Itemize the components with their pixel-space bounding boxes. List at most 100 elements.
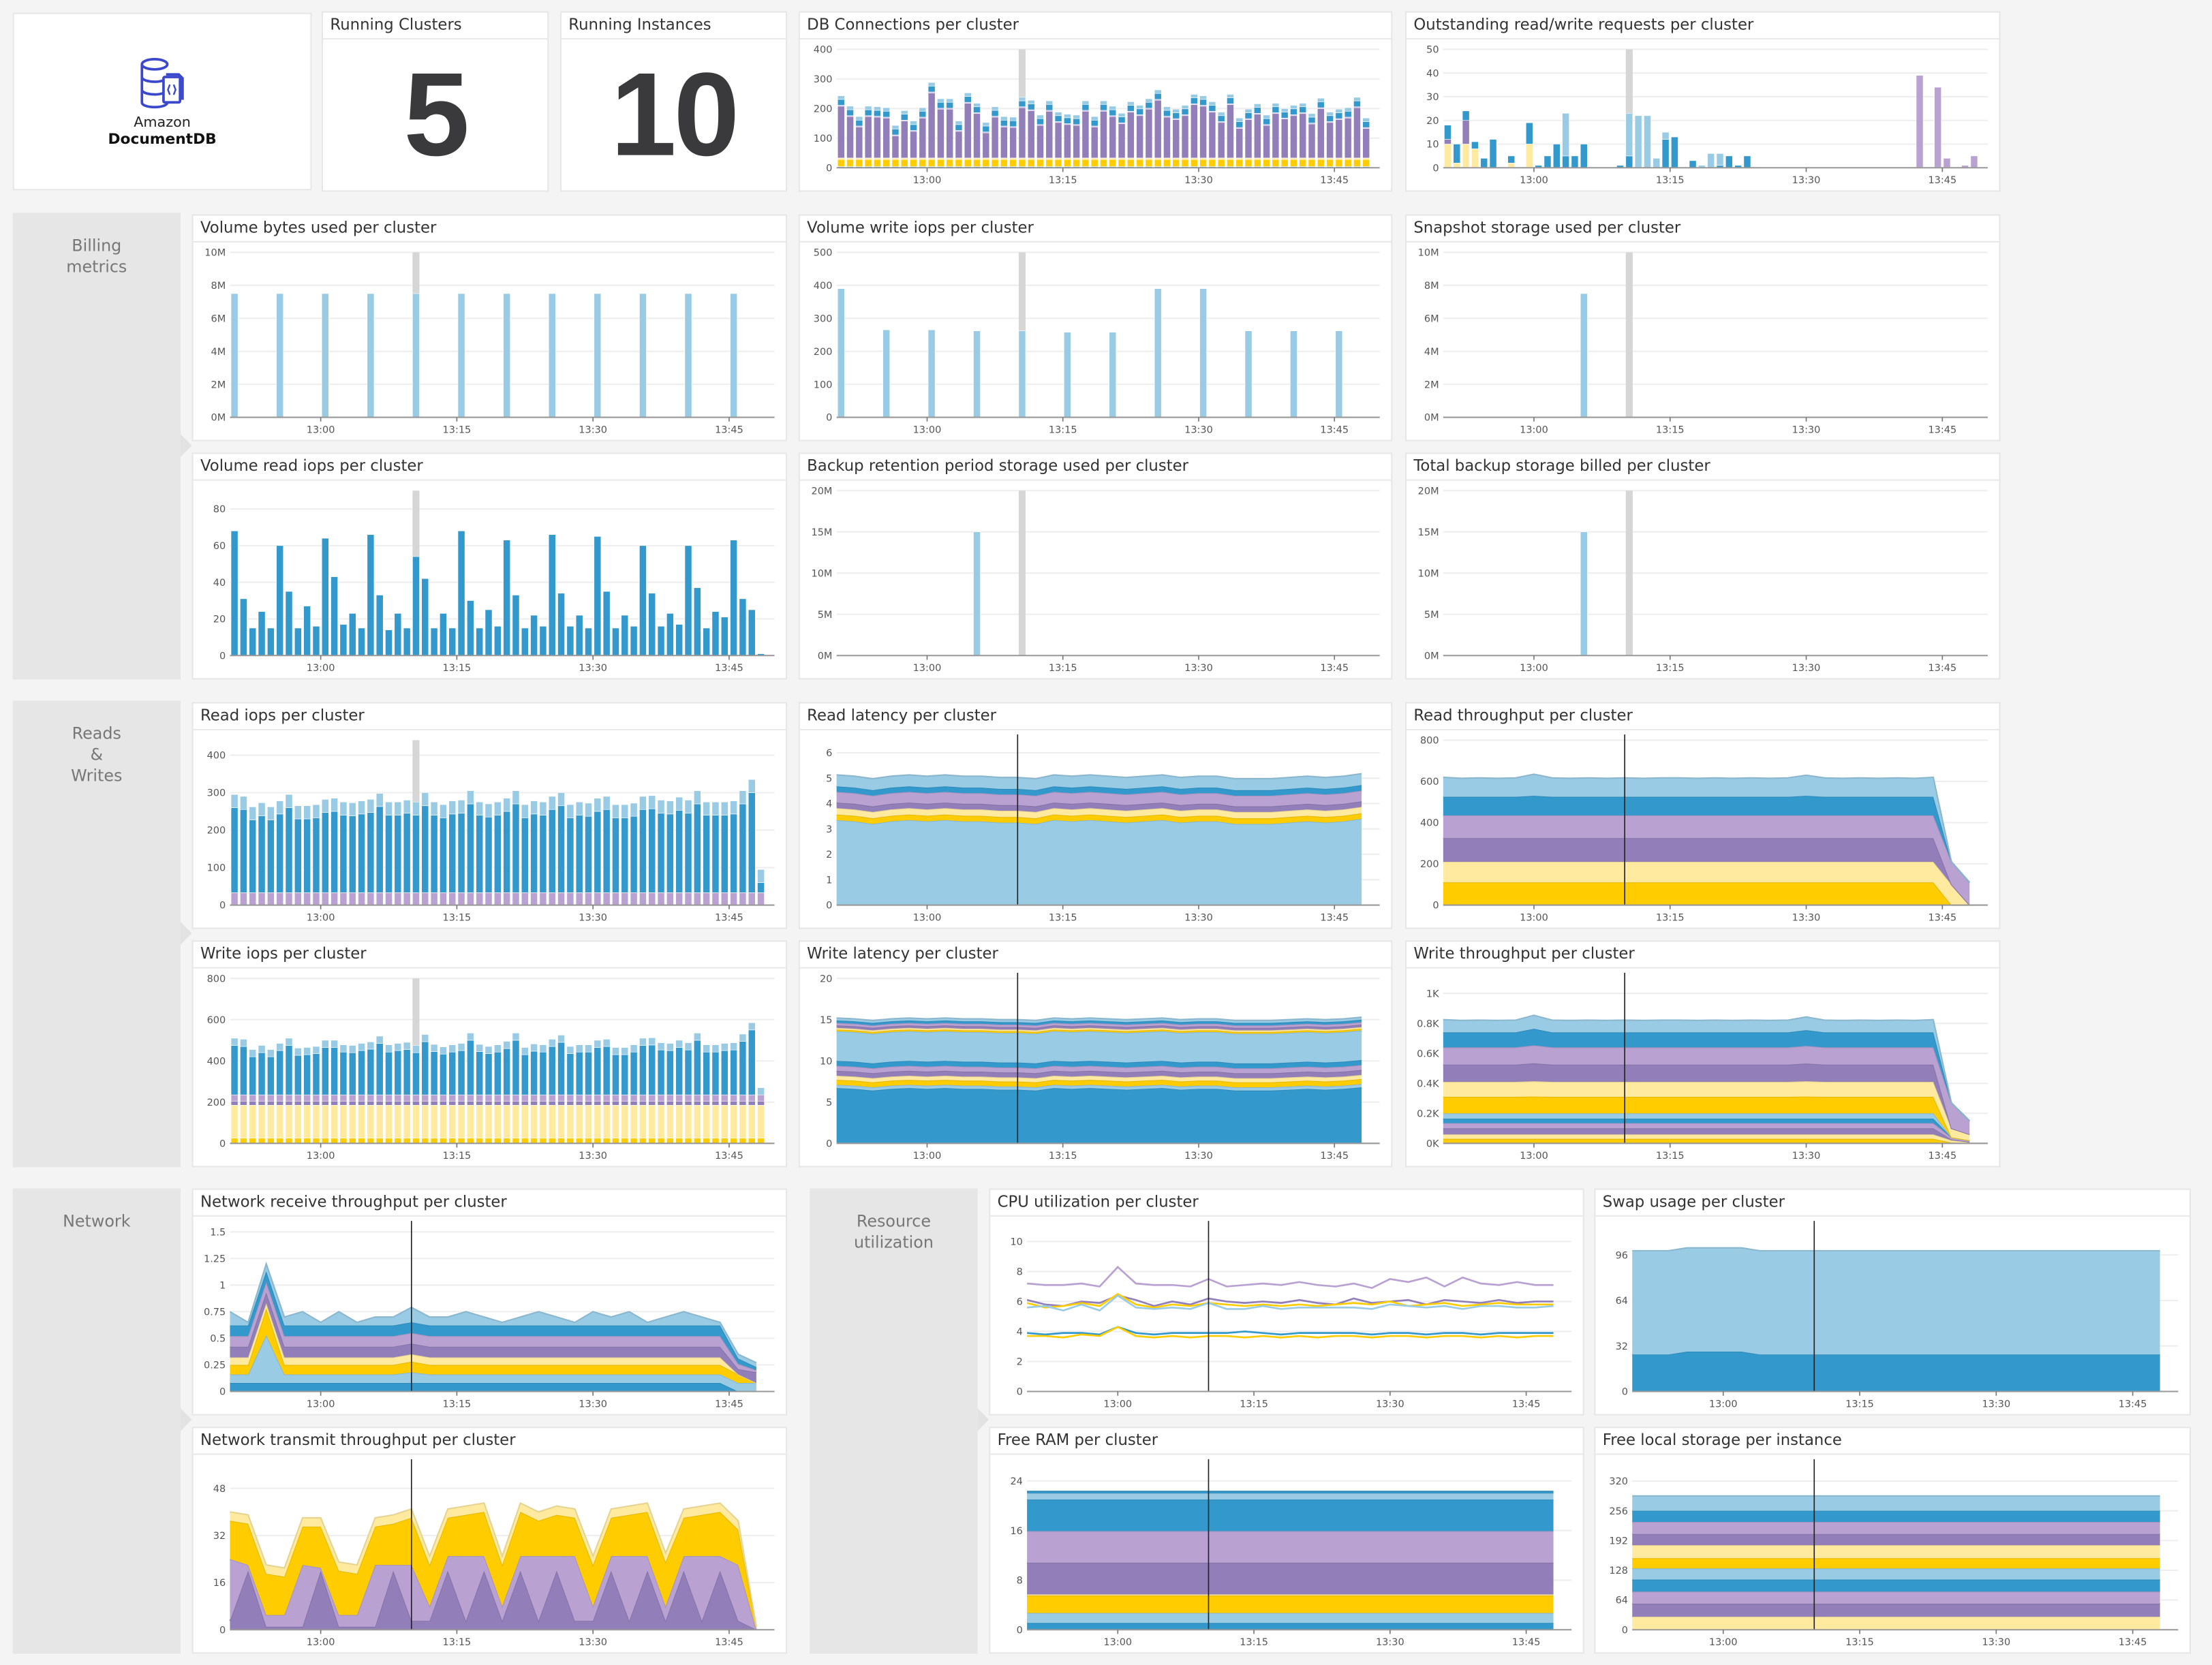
bar (1100, 110, 1107, 159)
chart-plot[interactable]: 0 100 200 300 400 500 13:00 13:15 13:30 13:45 (800, 243, 1391, 440)
db-connections-widget[interactable]: DB Connections per cluster 0 100 200 300 400 1… (798, 11, 1393, 192)
write-throughput-widget[interactable]: Write throughput per cluster 0K 0.2K 0.4K 0.… (1404, 940, 2001, 1168)
bar (730, 1100, 737, 1106)
volume-write-iops-widget[interactable]: Volume write iops per cluster 0 100 200 300 4… (798, 214, 1393, 441)
x-tick-label: 13:30 (1184, 175, 1213, 186)
bar (312, 1104, 320, 1139)
hover-highlight-band (1625, 49, 1633, 168)
bar (503, 1100, 511, 1106)
area-layer (836, 818, 1362, 905)
bar (521, 1094, 529, 1102)
network-receive-widget[interactable]: Network receive throughput per cluster 0 0… (191, 1188, 788, 1416)
documentdb-database-icon (140, 57, 184, 108)
chart-plot[interactable]: 0 8 16 24 13:00 13:15 13:30 13:45 (990, 1455, 1582, 1653)
line-series (1026, 1265, 1554, 1290)
bar (594, 1040, 602, 1048)
chart-plot[interactable]: 0 16 32 48 13:00 13:15 13:30 13:45 (194, 1455, 786, 1653)
bar (703, 1100, 711, 1106)
bar (575, 892, 583, 905)
bar (1227, 157, 1234, 160)
chart-plot[interactable]: 0 32 64 96 13:00 13:15 13:30 13:45 (1595, 1217, 2190, 1414)
area-layer (836, 1022, 1362, 1028)
free-ram-widget[interactable]: Free RAM per cluster 0 8 16 24 13:00 13:15 13:3… (989, 1427, 1584, 1654)
area-layer (836, 1030, 1362, 1063)
bar (1326, 159, 1334, 167)
bar (1462, 120, 1470, 144)
cpu-utilization-widget[interactable]: CPU utilization per cluster 0 2 4 6 8 10 13:00 1… (989, 1188, 1584, 1416)
bar (882, 329, 891, 418)
chart-plot[interactable]: 0M 2M 4M 6M 8M 10M 13:00 13:15 13:30 13:45 (194, 243, 786, 440)
backup-retention-storage-widget[interactable]: Backup retention period storage used per… (798, 452, 1393, 680)
chart-plot[interactable]: 0 20 40 60 80 13:00 13:15 13:30 13:45 (194, 481, 786, 679)
bar (367, 799, 375, 813)
read-iops-widget[interactable]: Read iops per cluster 0 100 200 300 400 13:00 1… (191, 702, 788, 929)
x-tick-label: 13:00 (1103, 1637, 1132, 1648)
bar (457, 293, 465, 418)
chart-plot[interactable]: 0M 2M 4M 6M 8M 10M 13:00 13:15 13:30 13:45 (1407, 243, 1999, 440)
bar (267, 1100, 275, 1106)
chart-svg: 0 0.25 0.5 0.75 1 1.25 1.5 13:00 13:15 13:30 13:45 (204, 1221, 775, 1410)
bar (566, 804, 574, 818)
y-tick-label: 0.6K (1417, 1048, 1439, 1059)
bar (946, 157, 954, 160)
free-local-storage-widget[interactable]: Free local storage per instance 0 64 128 192… (1594, 1427, 2192, 1654)
write-iops-widget[interactable]: Write iops per cluster 0 200 400 600 800 13:00… (191, 940, 788, 1168)
bar (1444, 139, 1451, 144)
bar (1190, 94, 1198, 99)
total-backup-storage-widget[interactable]: Total backup storage billed per cluster 0… (1404, 452, 2001, 680)
chart-plot[interactable]: 0 200 400 600 800 13:00 13:15 13:30 13:45 (1407, 730, 1999, 928)
bar (748, 1094, 756, 1102)
bar (358, 1050, 365, 1095)
bar (675, 624, 683, 656)
chart-plot[interactable]: 0 200 400 600 800 13:00 13:15 13:30 13:45 (194, 969, 786, 1166)
volume-read-iops-widget[interactable]: Volume read iops per cluster 0 20 40 60 80 13:… (191, 452, 788, 680)
swap-usage-widget[interactable]: Swap usage per cluster 0 32 64 96 13:00 13:15 1… (1594, 1188, 2192, 1416)
bar (530, 892, 538, 905)
chart-plot[interactable]: 0K 0.2K 0.4K 0.6K 0.8K 1K 13:00 13:15 13:30 13:45 (1407, 969, 1999, 1166)
area-layer (1632, 1591, 2160, 1604)
widget-title: DB Connections per cluster (799, 13, 1392, 40)
chart-plot[interactable]: 0 1 2 3 4 5 6 13:00 13:15 13:30 13:45 (800, 730, 1391, 928)
chart-svg: 0 32 64 96 13:00 13:15 13:30 13:45 (1616, 1221, 2179, 1410)
chart-plot[interactable]: 0M 5M 10M 15M 20M 13:00 13:15 13:30 13:45 (1407, 481, 1999, 679)
y-tick-label: 6M (1424, 313, 1439, 324)
chart-plot[interactable]: 0M 5M 10M 15M 20M 13:00 13:15 13:30 13:45 (800, 481, 1391, 679)
bar (991, 159, 999, 167)
area-layer-edge (1443, 1117, 1970, 1141)
read-throughput-widget[interactable]: Read throughput per cluster 0 200 400 600 800… (1404, 702, 2001, 929)
chart-plot[interactable]: 0 100 200 300 400 13:00 13:15 13:30 13:45 (194, 730, 786, 928)
x-tick-label: 13:45 (1928, 1151, 1956, 1162)
bar (440, 1100, 447, 1106)
bar (267, 892, 275, 905)
read-latency-widget[interactable]: Read latency per cluster 0 1 2 3 4 5 6 13:00 13:1… (798, 702, 1393, 929)
bar (666, 813, 674, 893)
x-tick-label: 13:00 (913, 912, 942, 923)
x-tick-label: 13:45 (1320, 912, 1349, 923)
bar (1036, 159, 1044, 167)
chart-plot[interactable]: 0 5 10 15 20 13:00 13:15 13:30 13:45 (800, 969, 1391, 1166)
outstanding-requests-widget[interactable]: Outstanding read/write requests per clus… (1404, 11, 2001, 192)
y-tick-label: 10 (1010, 1237, 1022, 1248)
chart-plot[interactable]: 0 64 128 192 256 320 13:00 13:15 13:30 13:45 (1595, 1455, 2190, 1653)
network-transmit-widget[interactable]: Network transmit throughput per cluster 0… (191, 1427, 788, 1654)
chart-plot[interactable]: 0 10 20 30 40 50 13:00 13:15 13:30 13:45 (1407, 40, 1999, 190)
write-latency-widget[interactable]: Write latency per cluster 0 5 10 15 20 13:00 13… (798, 940, 1393, 1168)
bar (1009, 120, 1017, 127)
x-tick-label: 13:00 (1520, 1151, 1548, 1162)
bar (1199, 288, 1207, 418)
bar (585, 1138, 592, 1144)
bar (521, 627, 529, 656)
chart-plot[interactable]: 0 100 200 300 400 13:00 13:15 13:30 13:45 (800, 40, 1391, 190)
chart-plot[interactable]: 0 2 4 6 8 10 13:00 13:15 13:30 13:45 (990, 1217, 1582, 1414)
bar (864, 116, 872, 159)
bar (730, 540, 737, 656)
volume-bytes-used-widget[interactable]: Volume bytes used per cluster 0M 2M 4M 6M 8M 1… (191, 214, 788, 441)
bar (900, 159, 908, 167)
bar (512, 1138, 520, 1144)
bar (358, 813, 365, 893)
y-tick-label: 0M (211, 413, 226, 424)
chart-plot[interactable]: 0 0.25 0.5 0.75 1 1.25 1.5 13:00 13:15 13:30 13:45 (194, 1217, 786, 1414)
y-tick-label: 24 (1010, 1476, 1022, 1487)
snapshot-storage-widget[interactable]: Snapshot storage used per cluster 0M 2M 4M 6… (1404, 214, 2001, 441)
y-tick-label: 100 (814, 134, 833, 144)
